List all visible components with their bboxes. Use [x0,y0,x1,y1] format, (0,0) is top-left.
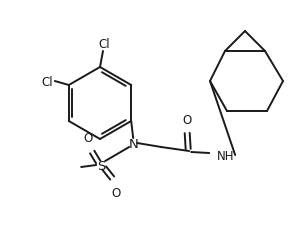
Text: Cl: Cl [98,38,110,51]
Text: O: O [112,186,121,199]
Text: O: O [183,113,192,126]
Text: S: S [97,159,105,172]
Text: Cl: Cl [41,75,53,88]
Text: O: O [83,131,93,144]
Text: N: N [128,137,138,150]
Text: NH: NH [217,149,235,162]
